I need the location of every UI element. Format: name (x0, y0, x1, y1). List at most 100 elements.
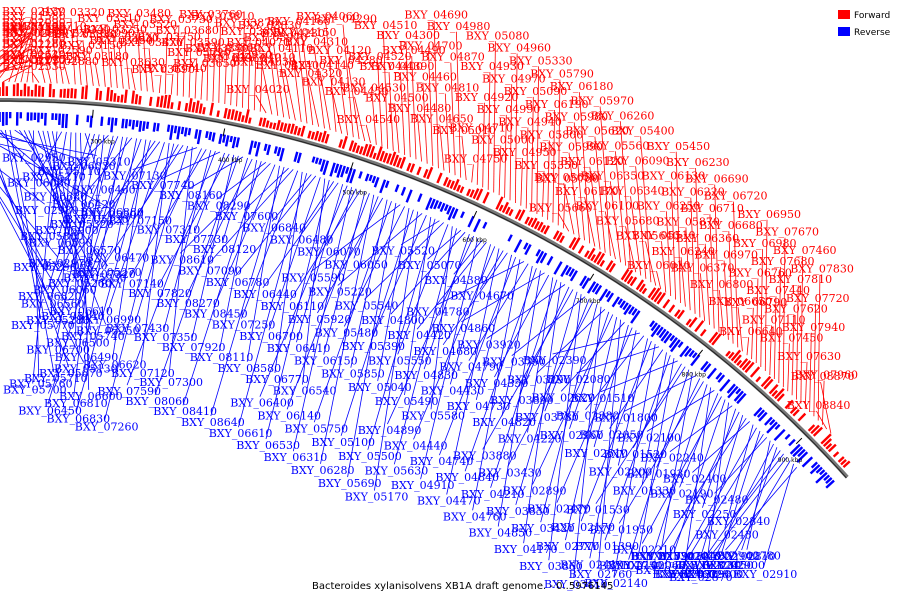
reverse-gene-label: BXY_05540 (335, 300, 399, 313)
legend-reverse-swatch (838, 27, 850, 36)
forward-gene-label: BXY_05450 (647, 140, 711, 153)
forward-gene-glyph (202, 106, 206, 115)
reverse-gene-label: BXY_03780 (515, 411, 579, 424)
reverse-gene-label: BXY_07250 (212, 319, 276, 332)
forward-gene-label: BXY_03330 (53, 28, 117, 41)
forward-gene-label: BXY_05650 (534, 171, 598, 184)
forward-gene-label: BXY_03650 (173, 57, 237, 70)
reverse-gene-glyph (279, 147, 285, 162)
forward-gene-glyph (426, 166, 434, 180)
forward-leader-line (308, 78, 320, 127)
reverse-gene-label: BXY_02380 (556, 410, 620, 423)
forward-gene-label: BXY_01620 (2, 48, 66, 61)
forward-leader-line (773, 296, 777, 380)
reverse-leader-line (589, 330, 637, 559)
forward-gene-label: BXY_04320 (279, 67, 343, 80)
reverse-gene-label: BXY_06610 (49, 305, 113, 318)
reverse-gene-glyph (764, 416, 773, 426)
reverse-gene-label: BXY_05480 (315, 326, 379, 339)
reverse-leader-line (659, 417, 747, 551)
forward-leader-line (751, 307, 754, 360)
forward-gene-label: BXY_06980 (733, 237, 797, 250)
reverse-gene-label: BXY_02060 (622, 559, 686, 572)
reverse-gene-label: BXY_07090 (178, 264, 242, 277)
forward-gene-label: BXY_06170 (555, 185, 619, 198)
reverse-gene-glyph (253, 141, 258, 149)
reverse-gene-glyph (691, 352, 698, 359)
reverse-leader-line (219, 160, 258, 352)
reverse-gene-label: BXY_07150 (108, 214, 172, 227)
reverse-leader-line (679, 393, 719, 488)
reverse-leader-line (326, 188, 357, 246)
forward-gene-label: BXY_07680 (751, 255, 815, 268)
forward-gene-glyph (776, 393, 785, 402)
reverse-gene-glyph (627, 306, 635, 315)
forward-leader-line (278, 53, 290, 119)
scale-tick-label: 900 kbp (778, 457, 803, 464)
reverse-gene-glyph (819, 469, 826, 476)
forward-gene-glyph (768, 383, 779, 395)
forward-leader-line (106, 23, 112, 88)
forward-leader-line (82, 39, 88, 86)
reverse-gene-label: BXY_05500 (338, 450, 402, 463)
reverse-leader-line (585, 335, 645, 410)
reverse-leader-line (597, 319, 621, 569)
reverse-gene-label: BXY_06440 (233, 288, 297, 301)
forward-gene-label: BXY_05800 (520, 129, 584, 142)
forward-leader-line (296, 26, 308, 124)
forward-leader-line (206, 19, 210, 101)
reverse-leader-line (735, 453, 784, 516)
reverse-gene-label: BXY_04780 (406, 306, 470, 319)
forward-leader-line (695, 167, 701, 318)
forward-gene-glyph (482, 191, 490, 204)
reverse-gene-label: BXY_02810 (712, 550, 776, 563)
reverse-leader-line (641, 352, 667, 485)
reverse-gene-glyph (660, 330, 670, 342)
forward-leader-line (796, 285, 799, 400)
forward-leader-line (148, 48, 154, 93)
reverse-leader-line (216, 161, 267, 200)
forward-gene-glyph (262, 117, 267, 127)
reverse-gene-glyph (507, 234, 513, 242)
legend-reverse-label: Reverse (854, 28, 891, 38)
forward-gene-label: BXY_04130 (302, 76, 366, 89)
reverse-gene-label: BXY_04210 (461, 488, 525, 501)
forward-leader-line (816, 410, 828, 430)
reverse-gene-label: BXY_02250 (673, 508, 737, 521)
forward-gene-glyph (605, 260, 614, 271)
forward-gene-label: BXY_03690 (131, 63, 195, 76)
reverse-gene-glyph (222, 134, 227, 143)
forward-leader-line (388, 71, 394, 151)
reverse-gene-label: BXY_04760 (443, 510, 507, 523)
forward-leader-line (487, 71, 491, 190)
forward-leader-line (666, 211, 672, 297)
reverse-gene-label: BXY_05690 (318, 477, 382, 490)
forward-leader-line (236, 60, 239, 107)
forward-gene-label: BXY_04520 (348, 50, 412, 63)
reverse-gene-label: BXY_03430 (478, 467, 542, 480)
reverse-gene-label: BXY_04470 (417, 495, 481, 508)
reverse-leader-line (104, 143, 175, 421)
reverse-gene-label: BXY_06070 (297, 246, 361, 259)
reverse-gene-label: BXY_06500 (46, 337, 110, 350)
forward-gene-glyph (365, 143, 372, 157)
reverse-gene-label: BXY_02900 (701, 559, 765, 572)
reverse-gene-label: BXY_03290 (507, 373, 571, 386)
reverse-gene-label: BXY_06480 (270, 233, 334, 246)
forward-leader-line (746, 337, 750, 356)
forward-gene-label: BXY_04710 (449, 122, 513, 135)
reverse-gene-label: BXY_05520 (371, 245, 435, 258)
forward-leader-line (615, 151, 627, 266)
reverse-gene-label: BXY_06140 (257, 409, 321, 422)
forward-gene-glyph (842, 460, 851, 469)
reverse-gene-label: BXY_05210 (22, 171, 86, 184)
label-leader-lines (0, 16, 832, 578)
forward-gene-label: BXY_06690 (685, 173, 749, 186)
forward-leader-line (31, 71, 40, 83)
forward-gene-glyph (184, 102, 189, 112)
forward-leader-line (476, 133, 480, 185)
reverse-leader-line (684, 387, 712, 569)
forward-gene-label: BXY_04400 (359, 60, 423, 73)
reverse-gene-glyph (539, 252, 548, 264)
reverse-leader-line (656, 378, 701, 468)
